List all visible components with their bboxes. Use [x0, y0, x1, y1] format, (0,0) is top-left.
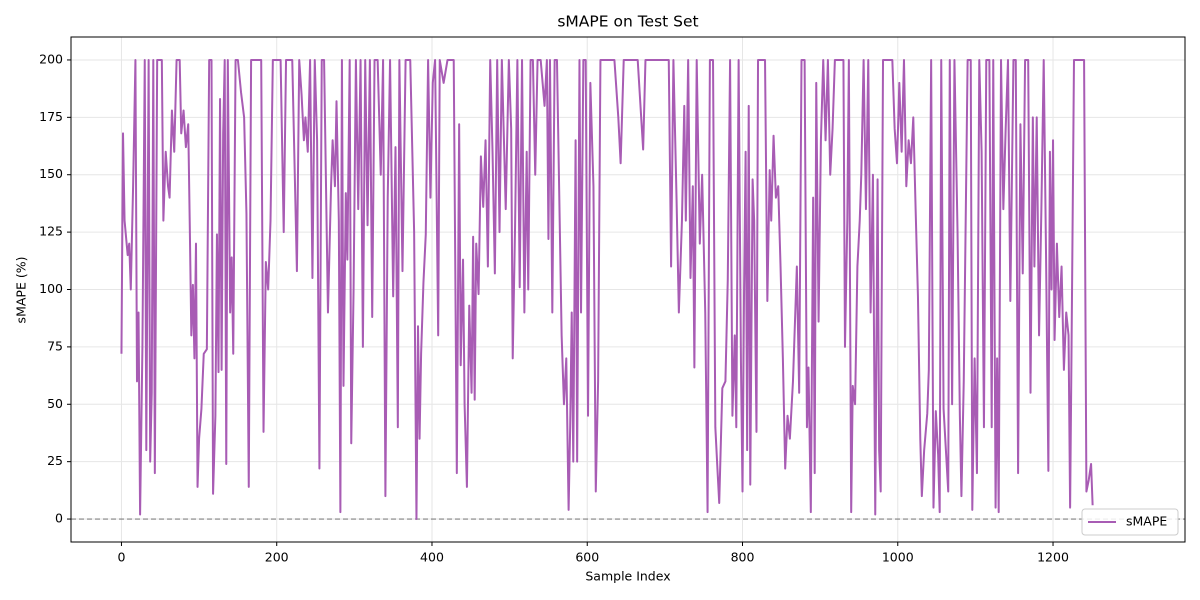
- x-tick-label: 600: [575, 550, 599, 565]
- y-tick-label: 175: [39, 109, 63, 124]
- x-tick-label: 1200: [1037, 550, 1069, 565]
- y-axis-label: sMAPE (%): [14, 257, 29, 324]
- y-tick-label: 50: [47, 396, 63, 411]
- x-tick-label: 0: [117, 550, 125, 565]
- chart-title: sMAPE on Test Set: [557, 13, 698, 31]
- y-tick-label: 125: [39, 224, 63, 239]
- y-tick-label: 100: [39, 281, 63, 296]
- y-tick-label: 25: [47, 453, 63, 468]
- x-tick-label: 200: [265, 550, 289, 565]
- legend-box: [1081, 508, 1179, 536]
- y-tick-label: 200: [39, 51, 63, 66]
- plot-frame: [70, 36, 1186, 543]
- y-tick-label: 75: [47, 338, 63, 353]
- x-tick-label: 400: [420, 550, 444, 565]
- x-tick-label: 800: [731, 550, 755, 565]
- legend-label: sMAPE: [1126, 514, 1167, 529]
- x-axis-label: Sample Index: [585, 569, 670, 584]
- y-tick-label: 150: [39, 166, 63, 181]
- x-tick-label: 1000: [882, 550, 914, 565]
- data-line: [120, 58, 1094, 521]
- y-tick-label: 0: [55, 511, 63, 526]
